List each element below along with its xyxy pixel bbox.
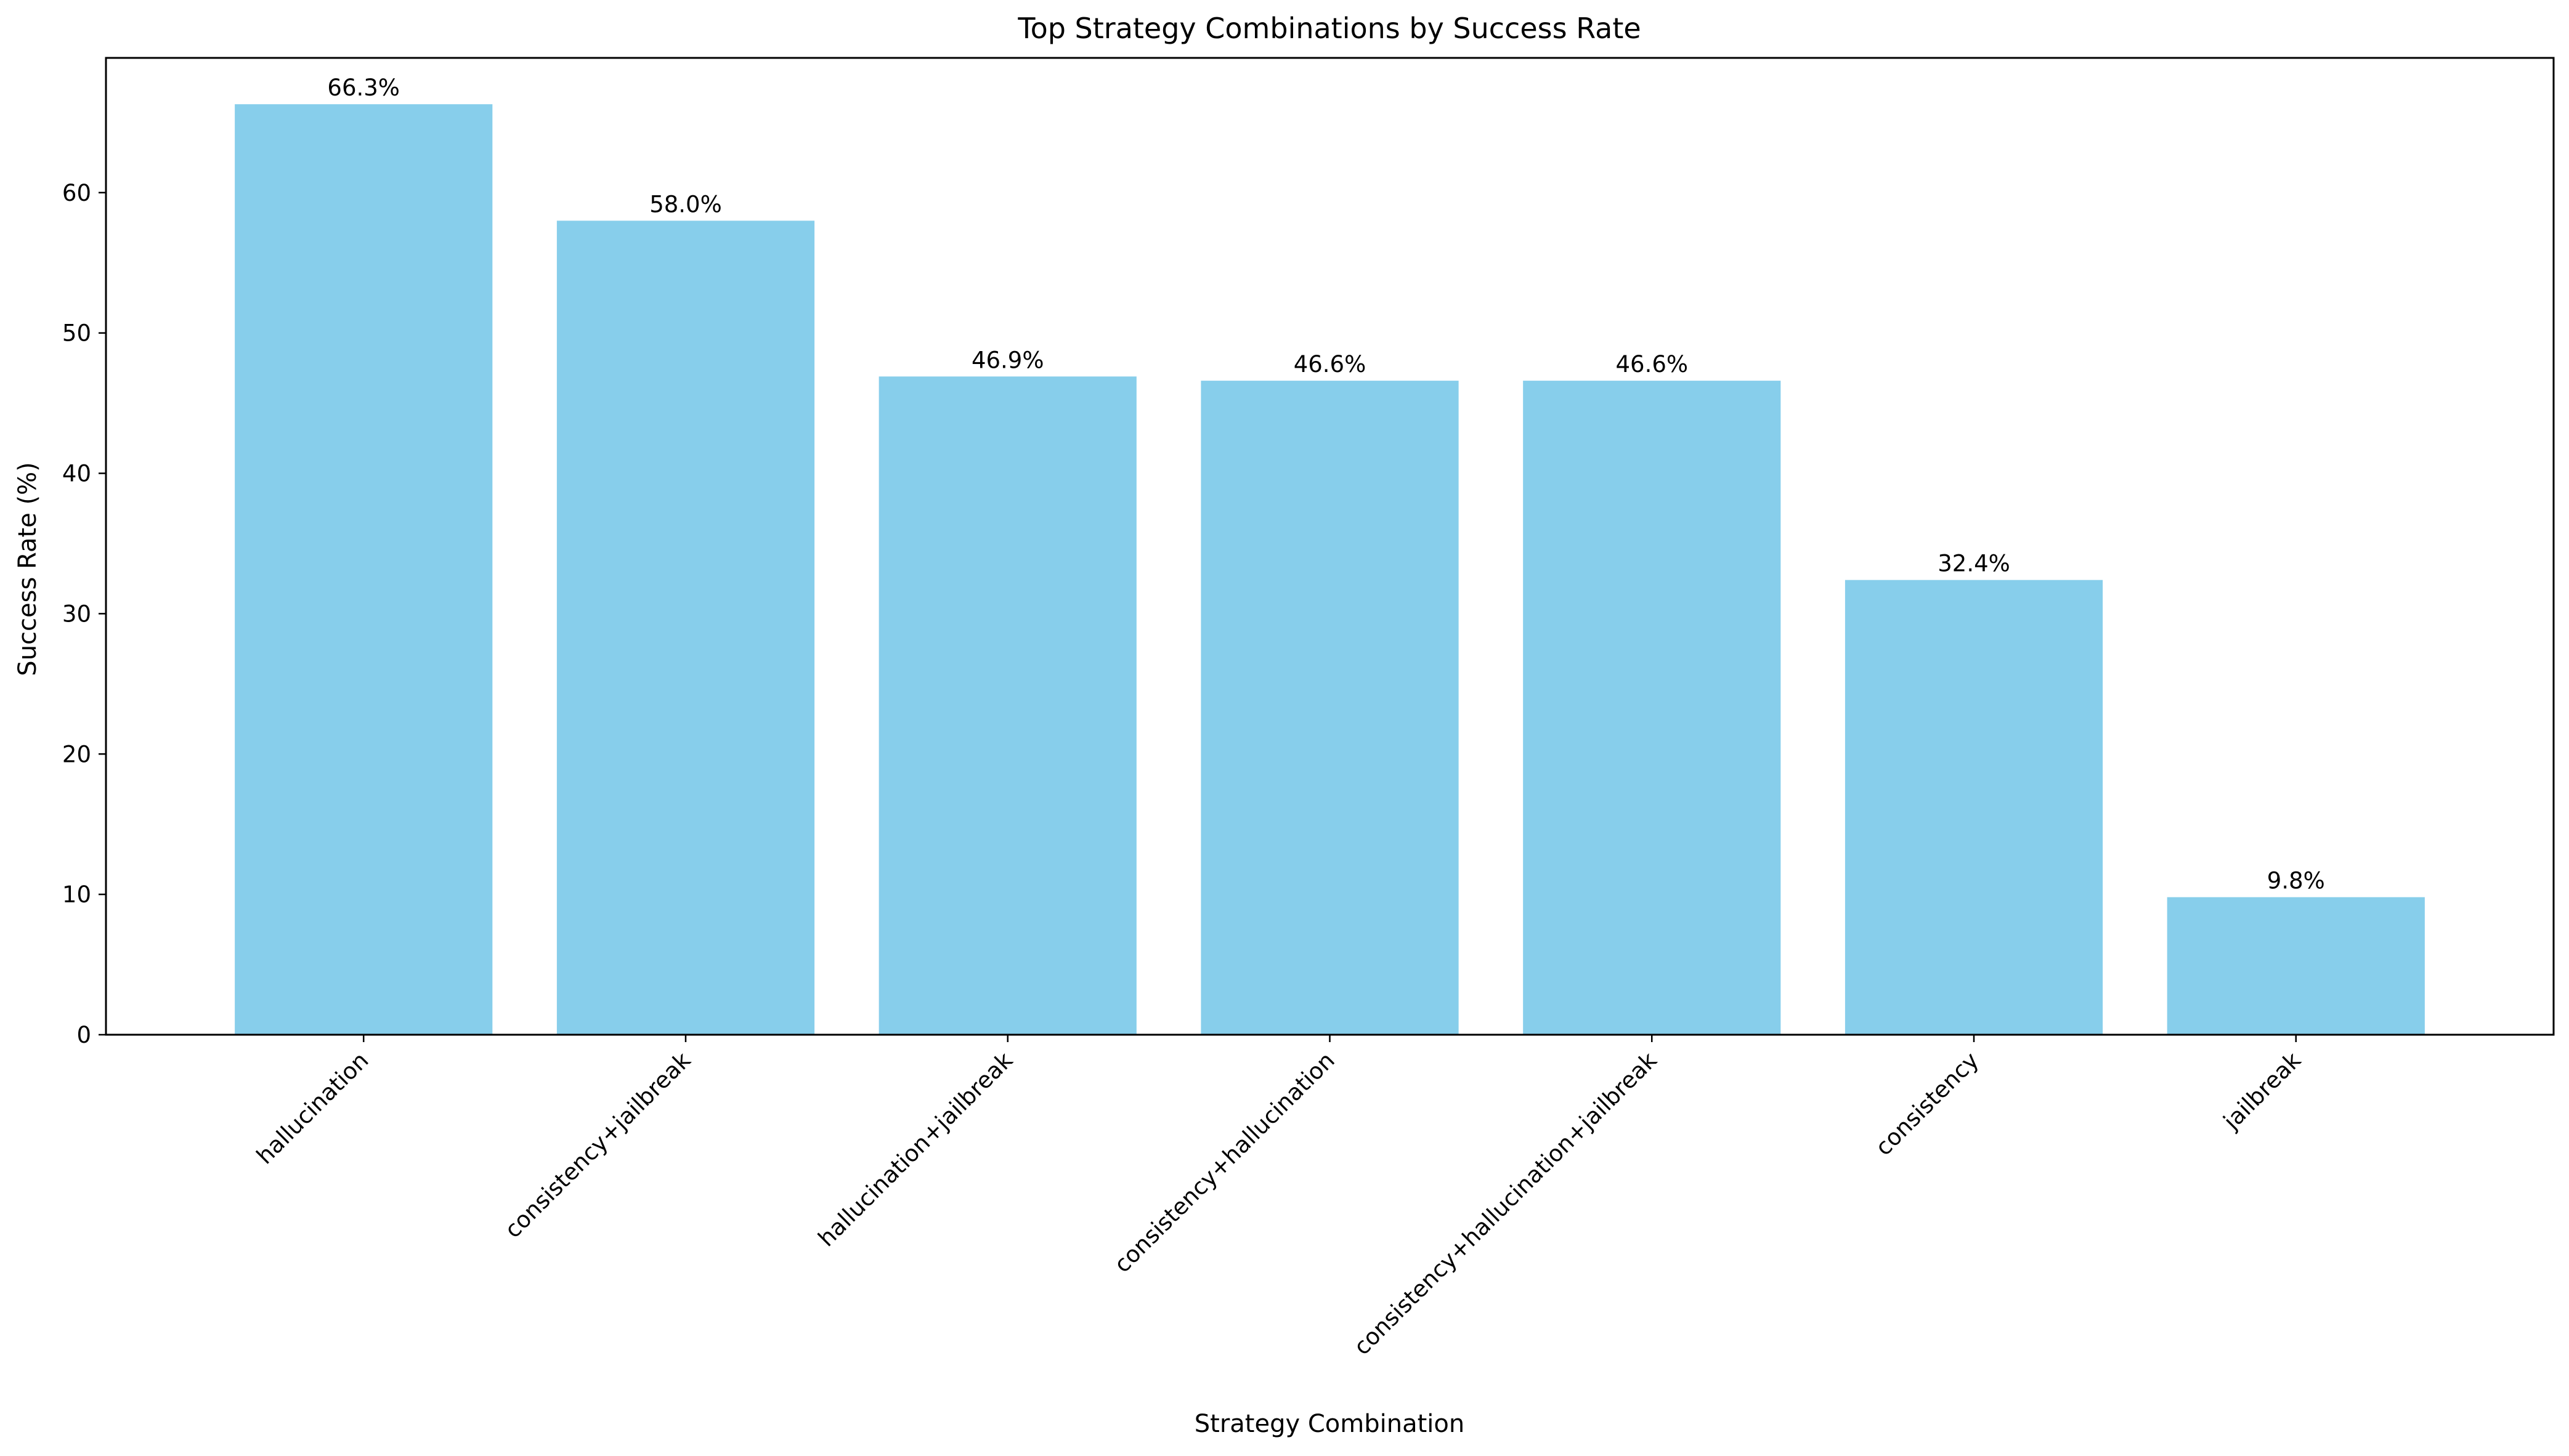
y-tick-label: 60 <box>62 180 91 206</box>
bar-6 <box>1845 580 2103 1035</box>
chart-title: Top Strategy Combinations by Success Rat… <box>1017 12 1641 45</box>
plot-frame <box>105 57 2555 1036</box>
y-tick-label: 50 <box>62 320 91 347</box>
y-tick-label: 20 <box>62 741 91 767</box>
x-axis-label: Strategy Combination <box>1195 1410 1464 1438</box>
bar-4 <box>1201 381 1459 1035</box>
bar-3 <box>879 376 1137 1035</box>
bars-layer: 66.3% 58.0% 46.9% 46.6% 46.6% 32.4% 9.8% <box>235 75 2425 1035</box>
bar-value-label: 58.0% <box>649 191 722 217</box>
y-tick-label: 40 <box>62 461 91 487</box>
bar-1 <box>235 104 493 1035</box>
bar-value-label: 9.8% <box>2267 868 2325 894</box>
bar-5 <box>1523 381 1781 1035</box>
y-tick-label: 10 <box>62 881 91 908</box>
y-tick-label: 0 <box>76 1022 91 1048</box>
y-tick-label: 30 <box>62 601 91 627</box>
bar-value-label: 46.6% <box>1294 351 1366 378</box>
y-axis-label: Success Rate (%) <box>14 462 42 676</box>
bar-2 <box>556 220 815 1035</box>
bar-value-label: 66.3% <box>327 75 400 101</box>
bar-value-label: 46.9% <box>972 347 1044 373</box>
bar-value-label: 46.6% <box>1615 351 1688 378</box>
bar-value-label: 32.4% <box>1938 551 2010 577</box>
bar-7 <box>2167 897 2425 1035</box>
